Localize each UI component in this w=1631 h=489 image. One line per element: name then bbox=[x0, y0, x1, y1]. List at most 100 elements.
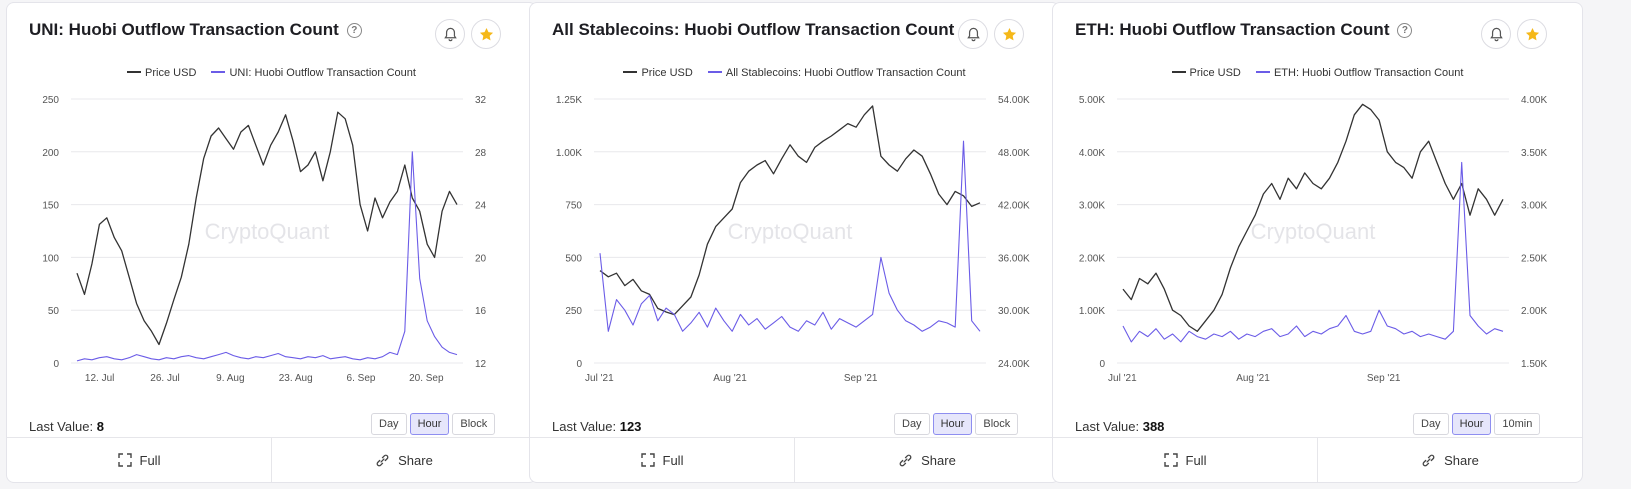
watermark: CryptoQuant bbox=[205, 219, 330, 244]
legend-item-metric[interactable]: ETH: Huobi Outflow Transaction Count bbox=[1255, 67, 1463, 79]
star-icon bbox=[1525, 27, 1540, 41]
legend-item-price[interactable]: Price USD bbox=[127, 67, 196, 79]
fullscreen-icon bbox=[1163, 453, 1178, 467]
alert-bell-button[interactable] bbox=[435, 19, 465, 49]
y-left-tick-label: 200 bbox=[42, 148, 59, 159]
y-right-tick-label: 2.00K bbox=[1521, 306, 1547, 317]
share-button[interactable]: Share bbox=[1318, 438, 1582, 482]
resolution-hour-button[interactable]: Hour bbox=[932, 413, 973, 435]
x-tick-label: Jul '21 bbox=[585, 373, 614, 383]
y-left-tick-label: 0 bbox=[576, 359, 582, 370]
y-left-tick-label: 5.00K bbox=[1079, 95, 1105, 106]
watermark: CryptoQuant bbox=[728, 219, 853, 244]
y-left-tick-label: 1.25K bbox=[556, 95, 582, 106]
link-icon bbox=[899, 454, 912, 466]
card-footer: Full Share bbox=[7, 437, 536, 482]
resolution-day-button[interactable]: Day bbox=[894, 413, 930, 435]
bell-icon bbox=[444, 27, 457, 42]
resolution-10min-button[interactable]: 10min bbox=[1494, 413, 1541, 435]
chart-card-eth: ETH: Huobi Outflow Transaction Count? Pr… bbox=[1052, 2, 1583, 483]
bell-icon bbox=[1490, 27, 1503, 42]
resolution-day-button[interactable]: Day bbox=[1413, 413, 1449, 435]
share-button[interactable]: Share bbox=[272, 438, 536, 482]
x-tick-label: Sep '21 bbox=[1367, 373, 1401, 383]
y-right-tick-label: 16 bbox=[475, 306, 487, 317]
legend-item-metric[interactable]: All Stablecoins: Huobi Outflow Transacti… bbox=[707, 67, 966, 79]
legend-swatch bbox=[1171, 71, 1186, 73]
chart-legend: Price USD UNI: Huobi Outflow Transaction… bbox=[7, 67, 536, 79]
resolution-hour-button[interactable]: Hour bbox=[409, 413, 450, 435]
resolution-selector: Day Hour Block bbox=[894, 413, 1019, 435]
resolution-day-button[interactable]: Day bbox=[371, 413, 407, 435]
x-tick-label: 12. Jul bbox=[85, 373, 114, 383]
alert-bell-button[interactable] bbox=[1481, 19, 1511, 49]
y-right-tick-label: 2.50K bbox=[1521, 253, 1547, 264]
favorite-star-button[interactable] bbox=[471, 19, 501, 49]
card-title: All Stablecoins: Huobi Outflow Transacti… bbox=[552, 20, 978, 40]
legend-item-price[interactable]: Price USD bbox=[1171, 67, 1241, 79]
y-right-tick-label: 3.50K bbox=[1521, 148, 1547, 159]
resolution-block-button[interactable]: Block bbox=[452, 413, 496, 435]
y-left-tick-label: 750 bbox=[565, 201, 582, 212]
watermark: CryptoQuant bbox=[1251, 219, 1376, 244]
chart-legend: Price USD All Stablecoins: Huobi Outflow… bbox=[530, 67, 1059, 79]
full-button[interactable]: Full bbox=[7, 438, 272, 482]
series-line-metric bbox=[76, 151, 458, 362]
x-tick-label: 6. Sep bbox=[347, 373, 376, 383]
chart-plot[interactable]: 0 50 100 150 200 250 12 16 20 24 28 32 12. Jul 26. Ju… bbox=[7, 83, 536, 383]
chart-card-stablecoins: All Stablecoins: Huobi Outflow Transacti… bbox=[529, 2, 1060, 483]
chart-plot[interactable]: 0 1.00K 2.00K 3.00K 4.00K 5.00K 1.50K 2.00K 2.50… bbox=[1053, 83, 1582, 383]
series-line-price bbox=[76, 111, 458, 346]
resolution-hour-button[interactable]: Hour bbox=[1451, 413, 1492, 435]
fullscreen-icon bbox=[640, 453, 655, 467]
chart-card-uni: UNI: Huobi Outflow Transaction Count? Pr… bbox=[6, 2, 537, 483]
card-footer: Full Share bbox=[530, 437, 1059, 482]
card-title: ETH: Huobi Outflow Transaction Count? bbox=[1075, 20, 1413, 40]
x-tick-label: Jul '21 bbox=[1108, 373, 1137, 383]
y-right-tick-label: 32 bbox=[475, 95, 487, 106]
y-left-tick-label: 1.00K bbox=[556, 148, 582, 159]
x-tick-label: Sep '21 bbox=[844, 373, 878, 383]
favorite-star-button[interactable] bbox=[994, 19, 1024, 49]
y-left-tick-label: 4.00K bbox=[1079, 148, 1105, 159]
link-icon bbox=[376, 454, 389, 466]
x-tick-label: 9. Aug bbox=[216, 373, 244, 383]
legend-item-price[interactable]: Price USD bbox=[623, 67, 693, 79]
chart-plot[interactable]: 0 250 500 750 1.00K 1.25K 24.00K 30.00K 36.00K 42… bbox=[530, 83, 1059, 383]
card-footer: Full Share bbox=[1053, 437, 1582, 482]
legend-swatch bbox=[623, 71, 638, 73]
y-right-tick-label: 4.00K bbox=[1521, 95, 1547, 106]
share-button[interactable]: Share bbox=[795, 438, 1059, 482]
full-button[interactable]: Full bbox=[530, 438, 795, 482]
y-right-tick-label: 30.00K bbox=[998, 306, 1030, 317]
chart-legend: Price USD ETH: Huobi Outflow Transaction… bbox=[1053, 67, 1582, 79]
help-icon[interactable]: ? bbox=[346, 23, 362, 38]
y-left-tick-label: 500 bbox=[565, 253, 582, 264]
x-tick-label: Aug '21 bbox=[1236, 373, 1270, 383]
favorite-star-button[interactable] bbox=[1517, 19, 1547, 49]
last-value: Last Value: 123 bbox=[552, 419, 642, 434]
card-title: UNI: Huobi Outflow Transaction Count? bbox=[29, 20, 362, 40]
bell-icon bbox=[967, 27, 980, 42]
y-right-tick-label: 24.00K bbox=[998, 359, 1030, 370]
y-right-tick-label: 3.00K bbox=[1521, 201, 1547, 212]
y-left-tick-label: 3.00K bbox=[1079, 201, 1105, 212]
x-tick-label: Aug '21 bbox=[713, 373, 747, 383]
y-left-tick-label: 1.00K bbox=[1079, 306, 1105, 317]
y-right-tick-label: 28 bbox=[475, 148, 487, 159]
y-left-tick-label: 2.00K bbox=[1079, 253, 1105, 264]
help-icon[interactable]: ? bbox=[1397, 23, 1413, 38]
star-icon bbox=[1002, 27, 1017, 41]
series-line-price bbox=[599, 105, 981, 316]
resolution-block-button[interactable]: Block bbox=[975, 413, 1019, 435]
legend-item-metric[interactable]: UNI: Huobi Outflow Transaction Count bbox=[211, 67, 416, 79]
y-left-tick-label: 250 bbox=[42, 95, 59, 106]
y-right-tick-label: 42.00K bbox=[998, 201, 1030, 212]
y-left-tick-label: 100 bbox=[42, 253, 59, 264]
series-line-price bbox=[1122, 103, 1504, 332]
y-left-tick-label: 250 bbox=[565, 306, 582, 317]
full-button[interactable]: Full bbox=[1053, 438, 1318, 482]
alert-bell-button[interactable] bbox=[958, 19, 988, 49]
series-line-metric bbox=[599, 140, 981, 332]
y-right-tick-label: 48.00K bbox=[998, 148, 1030, 159]
